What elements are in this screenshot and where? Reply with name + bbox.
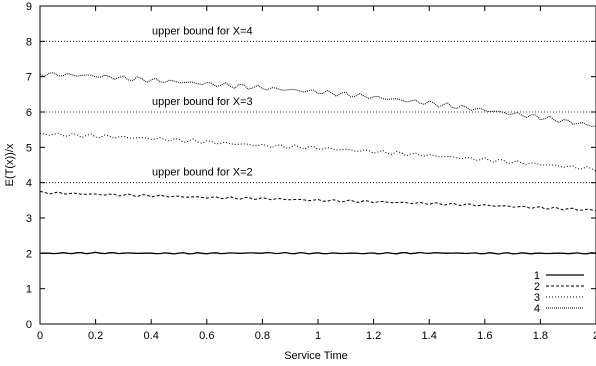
x-tick-label: 1 bbox=[315, 330, 321, 342]
series-line-1 bbox=[39, 251, 596, 255]
y-tick-label: 4 bbox=[26, 178, 32, 190]
y-tick-label: 2 bbox=[26, 248, 32, 260]
y-tick-label: 6 bbox=[26, 107, 32, 119]
legend-label-1: 1 bbox=[534, 270, 540, 282]
y-tick-label: 0 bbox=[26, 319, 32, 331]
x-tick-label: 0.8 bbox=[255, 330, 270, 342]
axis-ticks: 00.20.40.60.811.21.41.61.820123456789 bbox=[26, 1, 596, 342]
reference-label-2: upper bound for X=3 bbox=[152, 96, 253, 108]
y-tick-label: 8 bbox=[26, 36, 32, 48]
reference-label-1: upper bound for X=2 bbox=[152, 167, 253, 179]
y-axis-label: E(T(x))/x bbox=[4, 143, 16, 186]
y-tick-label: 5 bbox=[26, 142, 32, 154]
legend-label-3: 3 bbox=[534, 292, 540, 304]
legend-label-4: 4 bbox=[534, 303, 540, 315]
x-tick-label: 1.4 bbox=[422, 330, 437, 342]
y-tick-label: 1 bbox=[26, 284, 32, 296]
x-tick-label: 1.8 bbox=[533, 330, 548, 342]
x-tick-label: 0 bbox=[37, 330, 43, 342]
y-tick-label: 3 bbox=[26, 213, 32, 225]
plot-frame bbox=[39, 5, 596, 325]
x-tick-label: 0.6 bbox=[199, 330, 214, 342]
plot-border bbox=[39, 5, 596, 325]
x-tick-label: 1.2 bbox=[366, 330, 381, 342]
series-line-3 bbox=[39, 132, 596, 172]
legend-label-2: 2 bbox=[534, 281, 540, 293]
y-tick-label: 9 bbox=[26, 1, 32, 13]
x-axis-label: Service Time bbox=[284, 350, 348, 362]
series-line-4 bbox=[39, 72, 596, 127]
series-lines bbox=[39, 72, 596, 255]
x-tick-label: 0.4 bbox=[144, 330, 159, 342]
x-tick-label: 0.2 bbox=[88, 330, 103, 342]
reference-label-3: upper bound for X=4 bbox=[152, 25, 253, 37]
reference-lines: upper bound for X=2 upper bound for X=3 up… bbox=[40, 25, 596, 184]
series-line-2 bbox=[39, 190, 596, 212]
x-tick-label: 1.6 bbox=[477, 330, 492, 342]
y-tick-label: 7 bbox=[26, 72, 32, 84]
x-tick-label: 2 bbox=[593, 330, 596, 342]
